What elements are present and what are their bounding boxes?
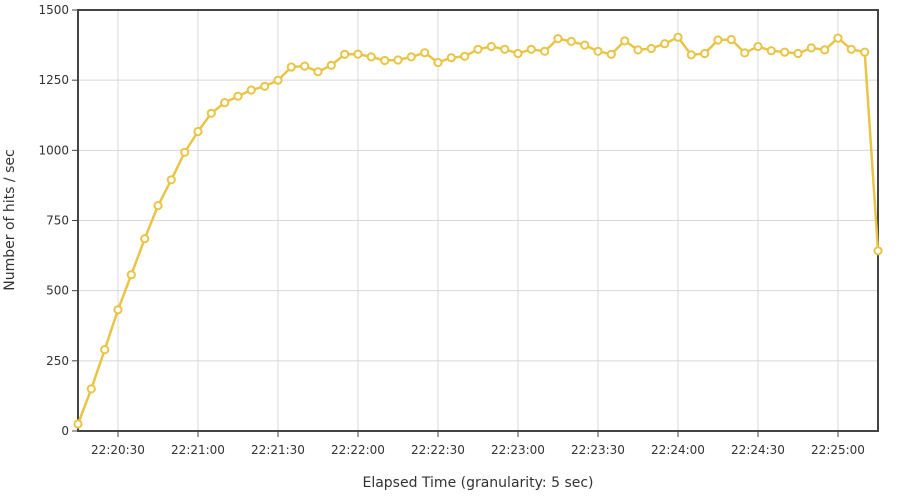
data-point	[260, 81, 270, 91]
data-point	[766, 46, 776, 56]
data-point	[353, 49, 363, 59]
data-point	[113, 305, 123, 315]
x-tick-label: 22:21:30	[251, 443, 305, 457]
data-point	[126, 270, 136, 280]
data-point	[620, 36, 630, 46]
y-tick-label: 750	[46, 214, 69, 228]
data-point	[513, 48, 523, 59]
y-tick-label: 0	[61, 424, 69, 438]
data-point	[606, 49, 616, 59]
data-point	[793, 48, 803, 59]
data-point	[473, 44, 483, 54]
data-point	[220, 98, 230, 108]
data-point	[380, 55, 390, 66]
grid-lines	[78, 9, 878, 432]
data-point	[726, 34, 736, 45]
data-point	[206, 108, 216, 118]
data-point	[73, 419, 83, 429]
x-axis-title: Elapsed Time (granularity: 5 sec)	[362, 475, 593, 491]
data-point	[540, 46, 550, 56]
y-tick-label: 1000	[38, 143, 69, 157]
data-point	[646, 43, 656, 54]
data-point	[193, 126, 203, 137]
data-point	[433, 57, 443, 68]
data-point	[806, 43, 816, 53]
data-point	[673, 32, 683, 42]
data-point	[580, 40, 590, 50]
data-point	[420, 48, 430, 58]
data-point	[740, 48, 750, 58]
data-point	[633, 45, 643, 55]
x-tick-label: 22:24:30	[731, 443, 785, 457]
data-point	[686, 50, 696, 60]
data-point	[273, 75, 283, 85]
x-tick-label: 22:25:00	[811, 443, 865, 457]
data-point	[593, 46, 603, 56]
data-point	[233, 91, 243, 101]
x-tick-label: 22:23:00	[491, 443, 545, 457]
data-point	[326, 60, 336, 70]
data-point	[393, 55, 403, 65]
data-point	[286, 62, 296, 72]
y-tick-label: 250	[46, 354, 69, 368]
data-point	[460, 51, 470, 61]
data-point	[780, 47, 790, 57]
data-point	[486, 41, 496, 52]
data-points	[73, 32, 883, 429]
x-tick-label: 22:23:30	[571, 443, 625, 457]
data-point	[526, 44, 536, 54]
data-point	[180, 147, 190, 157]
x-tick-label: 22:22:00	[331, 443, 385, 457]
x-axis-ticks: 22:20:30 22:21:00 22:21:30 22:22:00 22:22:30…	[91, 431, 865, 457]
data-point	[100, 345, 110, 355]
data-point	[553, 34, 563, 44]
y-tick-label: 1500	[38, 3, 69, 17]
data-point	[700, 48, 710, 59]
y-tick-label: 500	[46, 284, 69, 298]
data-point	[406, 52, 416, 62]
data-point	[86, 384, 96, 394]
data-point	[140, 234, 150, 244]
data-point	[820, 45, 830, 55]
data-point	[500, 44, 510, 54]
data-point	[753, 41, 763, 52]
data-point	[166, 175, 176, 185]
data-point	[446, 53, 456, 63]
data-point	[713, 35, 723, 45]
data-point	[340, 49, 350, 59]
x-tick-label: 22:21:00	[171, 443, 225, 457]
x-tick-label: 22:24:00	[651, 443, 705, 457]
data-point	[846, 44, 856, 54]
data-point	[300, 61, 310, 71]
x-tick-label: 22:20:30	[91, 443, 145, 457]
x-tick-label: 22:22:30	[411, 443, 465, 457]
data-point	[566, 36, 576, 47]
data-point	[246, 85, 256, 95]
data-point	[366, 52, 376, 62]
y-axis-title: Number of hits / sec	[2, 149, 18, 290]
y-axis-ticks: 0 250 500 750 1000 1250 1500	[38, 3, 78, 438]
data-point	[153, 201, 163, 211]
data-point	[833, 33, 843, 43]
data-point	[313, 67, 323, 77]
data-point	[860, 47, 870, 57]
data-point	[660, 39, 670, 49]
y-tick-label: 1250	[38, 73, 69, 87]
data-point	[873, 246, 883, 256]
